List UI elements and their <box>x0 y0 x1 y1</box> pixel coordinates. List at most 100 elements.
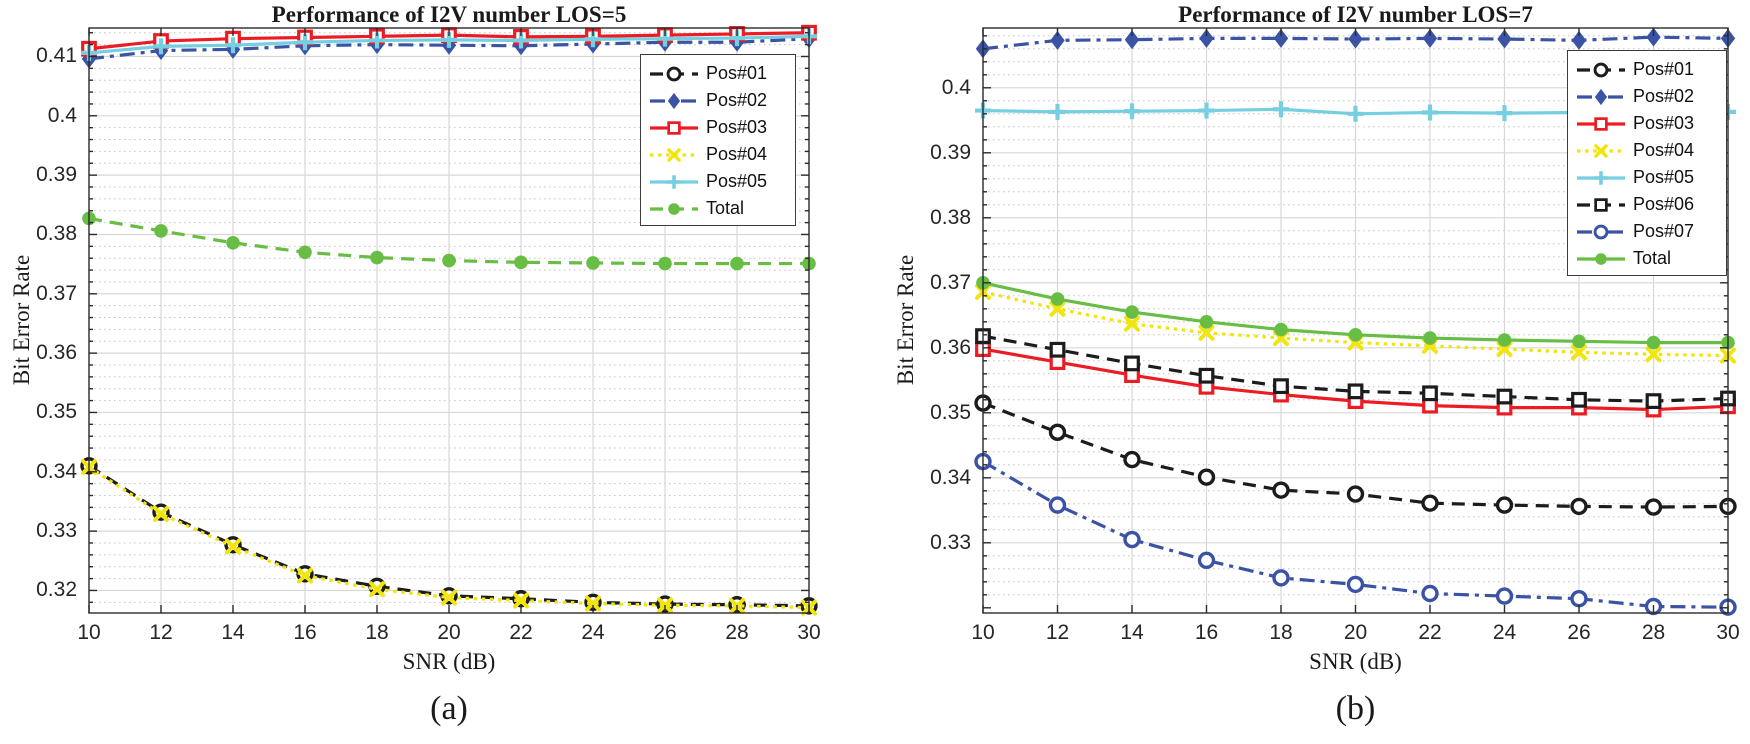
y-tick-label: 0.34 <box>930 465 971 489</box>
circle-open-marker <box>368 577 386 596</box>
legend-item: Pos#07 <box>1575 218 1720 245</box>
series-line-Pos02 <box>88 37 810 61</box>
legend-label: Pos#07 <box>1633 221 1695 241</box>
y-tick-label: 0.33 <box>930 530 971 554</box>
circle-open-marker <box>1570 590 1588 608</box>
circle-open-marker <box>1048 496 1067 514</box>
circle-fill-marker <box>730 256 744 271</box>
circle-fill-marker <box>668 202 680 215</box>
x-tick-label: 26 <box>653 621 677 644</box>
circle-fill-marker <box>1274 322 1288 337</box>
x-tick-label: 30 <box>797 621 821 644</box>
x-axis-label-a: SNR (dB) <box>402 649 496 674</box>
legend-swatch <box>1577 224 1625 239</box>
y-tick-label: 0.32 <box>36 578 77 602</box>
diamond-fill-marker <box>1348 29 1363 49</box>
chart-plot-area <box>80 24 818 616</box>
x-tick-label: 16 <box>293 621 317 644</box>
x-mark-marker <box>1571 344 1587 361</box>
circle-open-marker <box>1048 423 1067 441</box>
x-axis-label-b: SNR (dB) <box>1309 649 1402 674</box>
legend-item: Pos#02 <box>648 87 789 114</box>
legend-label: Pos#01 <box>1633 59 1695 79</box>
x-mark-marker <box>225 538 241 555</box>
legend-swatch <box>650 92 698 109</box>
plus-mark-marker <box>1422 104 1438 121</box>
legend-swatch <box>1577 143 1625 158</box>
circle-open-marker <box>1197 551 1216 570</box>
y-tick-label: 0.36 <box>36 341 77 365</box>
plus-mark-marker <box>1496 105 1513 122</box>
circle-open-marker <box>1570 497 1588 516</box>
x-tick-label: 28 <box>1641 621 1666 644</box>
x-tick-label: 20 <box>1343 621 1368 644</box>
square-open-marker <box>1124 355 1140 372</box>
y-tick-label: 0.37 <box>36 281 77 305</box>
series-line-Pos04 <box>88 465 810 610</box>
circle-fill-marker <box>658 256 672 271</box>
circle-fill-marker <box>1646 335 1661 350</box>
x-tick-label: 18 <box>365 621 389 644</box>
circle-open-marker <box>1346 485 1365 503</box>
legend-label: Pos#02 <box>1633 86 1695 106</box>
circle-open-marker <box>666 66 682 81</box>
circle-open-marker <box>1197 468 1216 486</box>
x-tick-label: 30 <box>1716 621 1740 644</box>
circle-fill-marker <box>1595 252 1607 265</box>
y-tick-label: 0.4 <box>47 103 77 127</box>
plus-mark-marker <box>225 37 241 54</box>
circle-open-marker <box>1593 62 1609 77</box>
legend-swatch <box>1577 252 1625 265</box>
legend-label: Total <box>706 198 745 218</box>
legend-box-b: Pos#01 Pos#02 Pos#03 Pos#04 Pos#05 Pos#06 Pos#… <box>1567 50 1727 276</box>
legend-swatch <box>650 66 698 81</box>
diamond-fill-marker <box>1422 28 1438 48</box>
circle-open-marker <box>1644 498 1663 516</box>
legend-swatch <box>1577 170 1625 185</box>
circle-open-marker <box>1421 584 1439 603</box>
circle-fill-marker <box>1423 331 1437 345</box>
circle-open-marker <box>1495 587 1514 605</box>
x-tick-label: 28 <box>725 621 749 644</box>
circle-open-marker <box>1346 575 1365 594</box>
circle-fill-marker <box>1199 315 1214 329</box>
plus-mark-marker <box>1594 170 1608 185</box>
subfigure-caption-b: (b) <box>1335 690 1376 727</box>
square-open-marker <box>1347 383 1364 400</box>
circle-fill-marker <box>442 253 456 268</box>
plus-mark-marker <box>667 174 681 189</box>
plus-mark-marker <box>1198 102 1215 119</box>
diamond-fill-marker <box>1050 30 1065 50</box>
legend-swatch <box>650 147 698 162</box>
y-tick-label: 0.41 <box>36 44 77 68</box>
circle-open-marker <box>1421 494 1439 512</box>
circle-fill-marker <box>514 255 528 270</box>
x-tick-label: 14 <box>1120 621 1144 644</box>
circle-fill-marker <box>1125 305 1139 319</box>
square-open-marker <box>1198 367 1215 384</box>
legend-label: Pos#04 <box>706 144 768 164</box>
circle-fill-marker <box>586 256 600 270</box>
x-tick-label: 16 <box>1194 621 1219 644</box>
legend-item: Pos#05 <box>648 168 789 195</box>
circle-open-marker <box>1123 530 1141 549</box>
diamond-fill-marker <box>1646 27 1661 47</box>
legend-label: Pos#02 <box>706 90 768 110</box>
circle-fill-marker <box>1497 333 1512 347</box>
circle-open-marker <box>1593 224 1609 239</box>
y-tick-label: 0.34 <box>36 459 77 483</box>
circle-open-marker <box>1272 569 1290 587</box>
diamond-fill-marker <box>1199 28 1214 48</box>
x-mark-marker <box>153 505 169 522</box>
x-mark-marker <box>585 595 601 612</box>
x-tick-label: 10 <box>971 621 995 644</box>
x-mark-marker <box>1198 324 1215 341</box>
x-mark-marker <box>441 589 457 606</box>
x-mark-marker <box>369 581 385 598</box>
legend-label: Pos#06 <box>1633 194 1695 214</box>
plus-mark-marker <box>1124 103 1140 120</box>
x-tick-label: 20 <box>437 621 461 644</box>
legend-label: Pos#05 <box>706 171 768 191</box>
circle-fill-marker <box>1348 328 1363 342</box>
